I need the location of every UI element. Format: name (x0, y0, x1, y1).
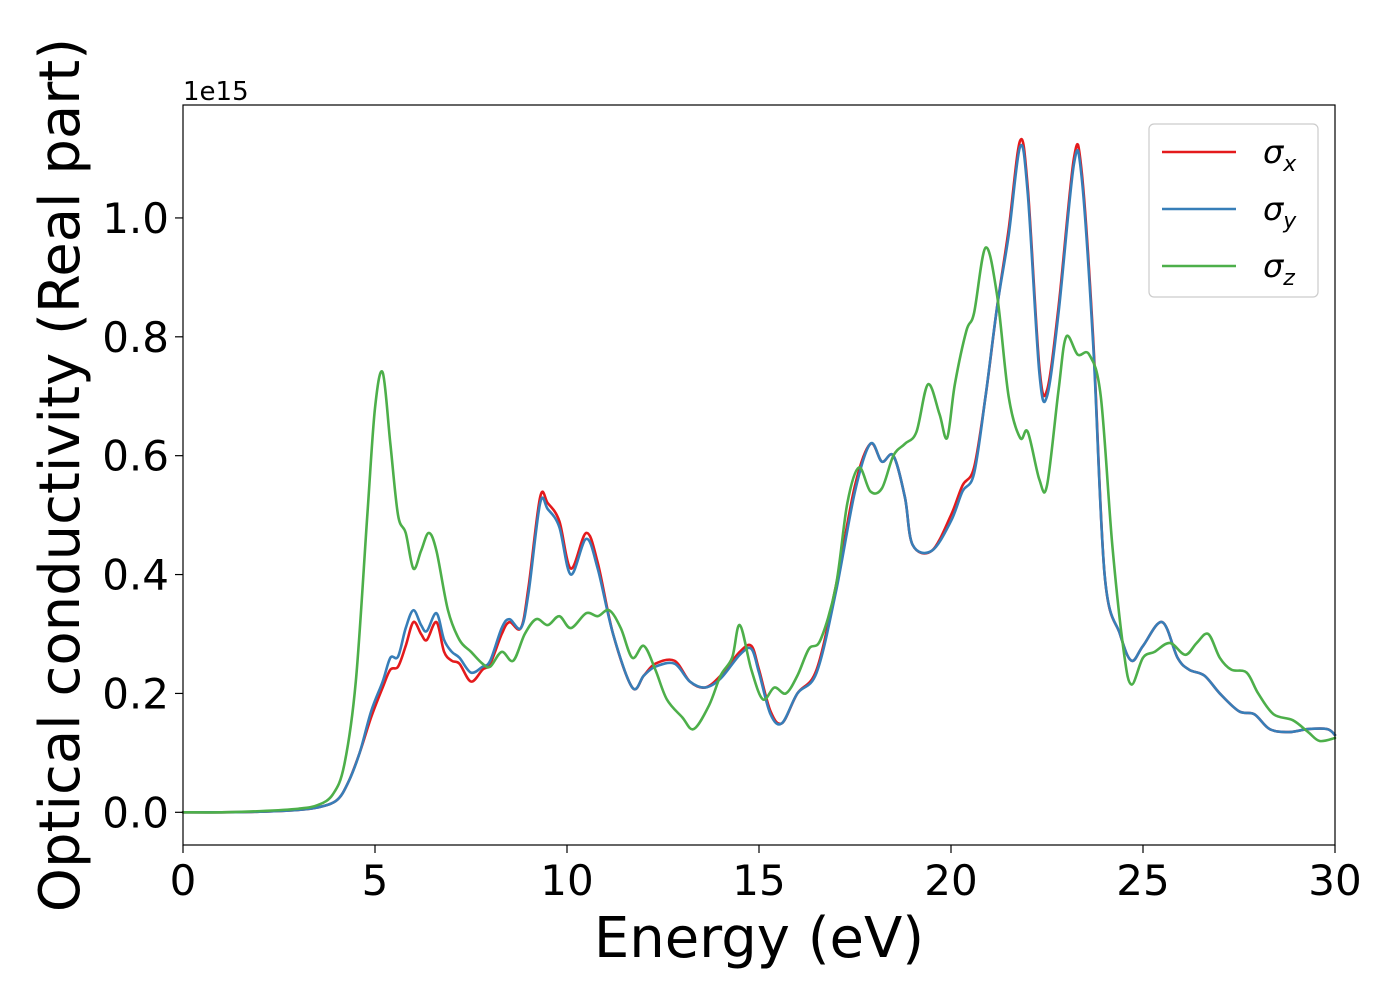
legend-label-x: σx (1263, 133, 1297, 177)
x-tick-label: 15 (732, 856, 785, 905)
y-tick-label: 0.0 (102, 788, 169, 837)
x-tick-label: 0 (170, 856, 197, 905)
y-tick-label: 0.4 (102, 551, 169, 600)
y-tick-label: 0.6 (102, 432, 169, 481)
series-layer (181, 137, 1337, 814)
legend-items: σx σy σz (1162, 133, 1297, 291)
legend-label-z: σz (1263, 247, 1295, 291)
x-axis-label: Energy (eV) (594, 906, 924, 971)
legend-box (1148, 123, 1319, 298)
y-tick-label: 0.2 (102, 669, 169, 718)
x-axis-ticks: 0 5 10 15 20 25 30 (170, 845, 1362, 905)
y-offset-label: 1e15 (183, 77, 249, 107)
x-tick-label: 20 (924, 856, 977, 905)
series-line-z (181, 246, 1337, 814)
y-tick-label: 1.0 (102, 194, 169, 243)
series-line-y (181, 143, 1337, 814)
x-tick-label: 25 (1116, 856, 1169, 905)
legend-label-y: σy (1263, 190, 1297, 234)
legend: σx σy σz (1148, 123, 1319, 298)
x-tick-label: 5 (362, 856, 389, 905)
y-axis-ticks: 0.0 0.2 0.4 0.6 0.8 1.0 (102, 194, 183, 837)
y-tick-label: 0.8 (102, 313, 169, 362)
x-tick-label: 10 (540, 856, 593, 905)
y-axis-label: Optical conductivity (Real part) (28, 38, 93, 912)
x-tick-label: 30 (1308, 856, 1361, 905)
